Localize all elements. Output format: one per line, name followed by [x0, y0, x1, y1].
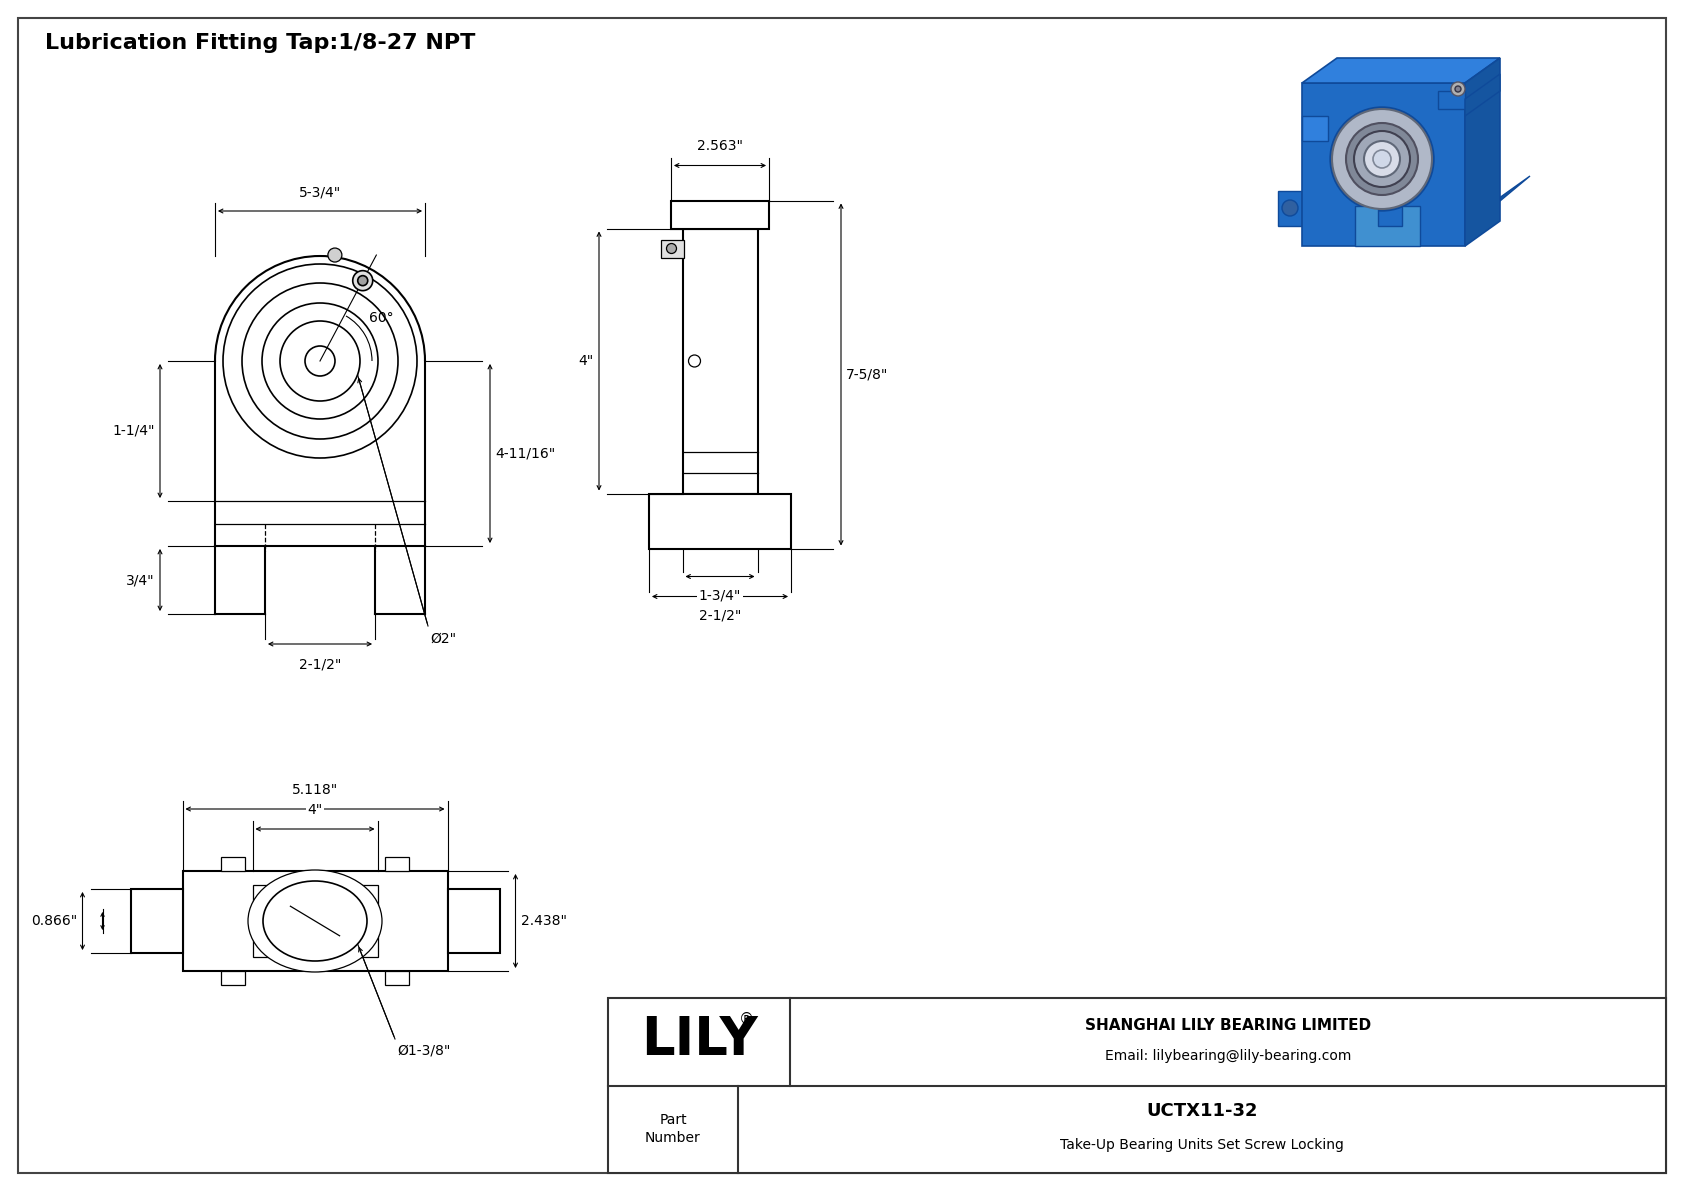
- Text: 2.438": 2.438": [520, 913, 566, 928]
- Circle shape: [1332, 110, 1431, 208]
- Text: 4": 4": [308, 803, 323, 817]
- Polygon shape: [1465, 74, 1500, 116]
- Circle shape: [1346, 123, 1418, 195]
- Polygon shape: [1465, 58, 1500, 247]
- Text: 2-1/2": 2-1/2": [298, 657, 342, 672]
- Circle shape: [222, 264, 418, 459]
- Text: SHANGHAI LILY BEARING LIMITED: SHANGHAI LILY BEARING LIMITED: [1084, 1018, 1371, 1034]
- Text: 4-11/16": 4-11/16": [495, 447, 556, 461]
- Polygon shape: [1302, 83, 1465, 247]
- Circle shape: [667, 243, 677, 254]
- Bar: [670, 200, 770, 229]
- Text: UCTX11-32: UCTX11-32: [1147, 1102, 1258, 1121]
- Circle shape: [1372, 150, 1391, 168]
- Circle shape: [352, 270, 372, 291]
- Text: Email: lilybearing@lily-bearing.com: Email: lilybearing@lily-bearing.com: [1105, 1049, 1351, 1062]
- Bar: [386, 858, 409, 871]
- Text: 60°: 60°: [369, 311, 394, 325]
- Bar: [386, 971, 409, 985]
- Bar: [253, 885, 377, 958]
- Circle shape: [328, 248, 342, 262]
- Circle shape: [1455, 86, 1462, 92]
- Circle shape: [280, 322, 360, 401]
- Bar: [448, 888, 500, 953]
- Polygon shape: [1302, 58, 1500, 83]
- Text: Ø1-3/8": Ø1-3/8": [397, 1045, 450, 1058]
- Polygon shape: [1356, 206, 1420, 247]
- Bar: [648, 493, 791, 549]
- Text: 2-1/2": 2-1/2": [699, 609, 741, 623]
- Bar: [682, 229, 758, 493]
- Polygon shape: [1438, 91, 1465, 110]
- Circle shape: [1282, 200, 1298, 216]
- Text: Part
Number: Part Number: [645, 1114, 701, 1146]
- Bar: [660, 239, 684, 257]
- Bar: [130, 888, 182, 953]
- Text: 1-3/4": 1-3/4": [699, 588, 741, 603]
- Text: 5.118": 5.118": [291, 782, 338, 797]
- Circle shape: [357, 275, 367, 286]
- Text: ®: ®: [739, 1012, 754, 1028]
- Text: Ø2": Ø2": [429, 632, 456, 646]
- Bar: [221, 971, 244, 985]
- Text: 4": 4": [579, 354, 594, 368]
- Text: Take-Up Bearing Units Set Screw Locking: Take-Up Bearing Units Set Screw Locking: [1059, 1139, 1344, 1152]
- Text: 2.563": 2.563": [697, 139, 743, 154]
- Ellipse shape: [248, 869, 382, 972]
- Circle shape: [689, 355, 701, 367]
- Circle shape: [305, 347, 335, 376]
- Ellipse shape: [263, 881, 367, 961]
- Bar: [182, 871, 448, 971]
- Text: Lubrication Fitting Tap:1/8-27 NPT: Lubrication Fitting Tap:1/8-27 NPT: [45, 33, 475, 54]
- Text: LILY: LILY: [640, 1014, 758, 1066]
- Polygon shape: [1302, 116, 1329, 141]
- Circle shape: [1354, 131, 1410, 187]
- Bar: [221, 858, 244, 871]
- Text: 7-5/8": 7-5/8": [845, 368, 889, 381]
- Circle shape: [1364, 141, 1399, 177]
- Polygon shape: [1465, 176, 1531, 226]
- Circle shape: [1330, 107, 1435, 211]
- Text: 0.866": 0.866": [32, 913, 77, 928]
- Circle shape: [242, 283, 397, 439]
- Bar: [608, 998, 1665, 1173]
- Circle shape: [263, 303, 377, 419]
- Text: 5-3/4": 5-3/4": [298, 185, 342, 199]
- Polygon shape: [1278, 191, 1302, 226]
- Text: 3/4": 3/4": [126, 573, 155, 587]
- Text: 1-1/4": 1-1/4": [113, 424, 155, 438]
- Circle shape: [1452, 82, 1465, 96]
